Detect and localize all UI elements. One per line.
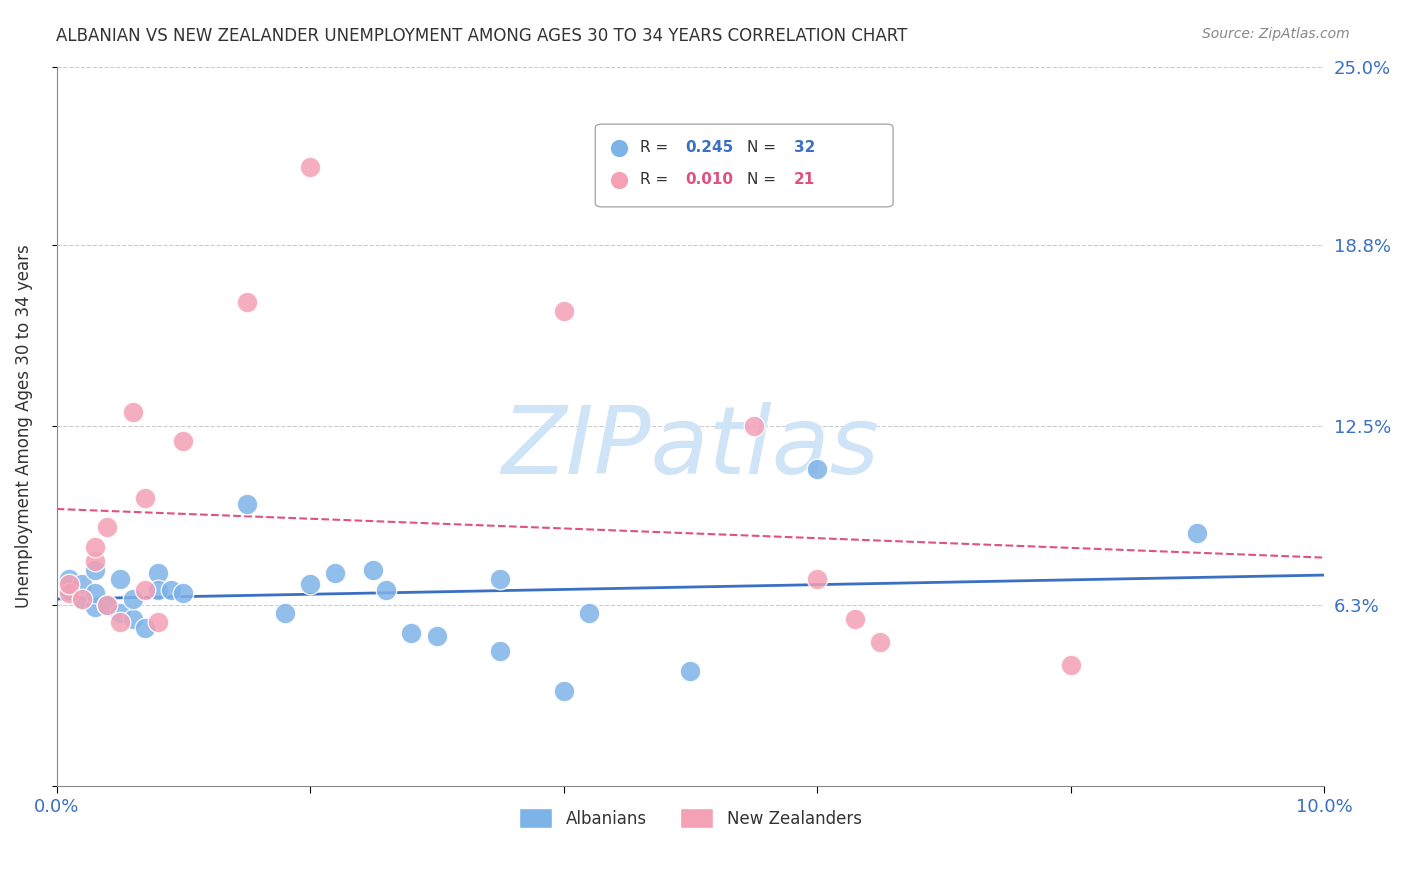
Point — [70, 591, 93, 606]
Point — [134, 583, 156, 598]
Text: N =: N = — [748, 172, 782, 187]
Point — [172, 434, 194, 448]
FancyBboxPatch shape — [595, 124, 893, 207]
Point — [134, 621, 156, 635]
Text: ZIPatlas: ZIPatlas — [502, 402, 879, 493]
Point — [235, 295, 257, 310]
Point — [146, 566, 169, 580]
Point — [844, 612, 866, 626]
Point — [70, 577, 93, 591]
Point — [96, 520, 118, 534]
Point — [96, 598, 118, 612]
Text: R =: R = — [640, 140, 672, 155]
Point — [578, 606, 600, 620]
Text: R =: R = — [640, 172, 672, 187]
Point — [869, 635, 891, 649]
Point — [299, 577, 322, 591]
Point — [806, 572, 828, 586]
Point — [58, 583, 80, 598]
Point — [108, 572, 131, 586]
Point — [121, 405, 143, 419]
Point — [83, 586, 105, 600]
Point — [134, 491, 156, 505]
Point — [146, 583, 169, 598]
Point — [679, 664, 702, 678]
Point — [426, 629, 449, 643]
Y-axis label: Unemployment Among Ages 30 to 34 years: Unemployment Among Ages 30 to 34 years — [15, 244, 32, 608]
Point — [325, 566, 347, 580]
Point — [121, 591, 143, 606]
Point — [489, 643, 512, 657]
Point — [299, 161, 322, 175]
Point — [489, 572, 512, 586]
Point — [1059, 657, 1081, 672]
Text: N =: N = — [748, 140, 782, 155]
Point — [58, 572, 80, 586]
Point — [58, 586, 80, 600]
Text: 0.010: 0.010 — [685, 172, 734, 187]
Point — [806, 462, 828, 476]
Point — [401, 626, 423, 640]
Text: ALBANIAN VS NEW ZEALANDER UNEMPLOYMENT AMONG AGES 30 TO 34 YEARS CORRELATION CHA: ALBANIAN VS NEW ZEALANDER UNEMPLOYMENT A… — [56, 27, 908, 45]
Point — [58, 577, 80, 591]
Point — [172, 586, 194, 600]
Text: 0.245: 0.245 — [685, 140, 734, 155]
Point — [375, 583, 398, 598]
Text: 32: 32 — [794, 140, 815, 155]
Point — [553, 304, 575, 318]
Text: Source: ZipAtlas.com: Source: ZipAtlas.com — [1202, 27, 1350, 41]
Point — [159, 583, 181, 598]
Point — [274, 606, 297, 620]
Point — [553, 683, 575, 698]
Text: 21: 21 — [794, 172, 815, 187]
Point — [83, 554, 105, 568]
Point — [83, 600, 105, 615]
Point — [742, 419, 765, 434]
Point — [83, 540, 105, 554]
Point — [96, 598, 118, 612]
Point — [235, 497, 257, 511]
Point — [121, 612, 143, 626]
Point — [363, 563, 385, 577]
Point — [83, 563, 105, 577]
Point — [70, 591, 93, 606]
Point — [108, 606, 131, 620]
Point — [146, 615, 169, 629]
Legend: Albanians, New Zealanders: Albanians, New Zealanders — [512, 801, 869, 835]
Point — [108, 615, 131, 629]
Point — [1187, 525, 1209, 540]
